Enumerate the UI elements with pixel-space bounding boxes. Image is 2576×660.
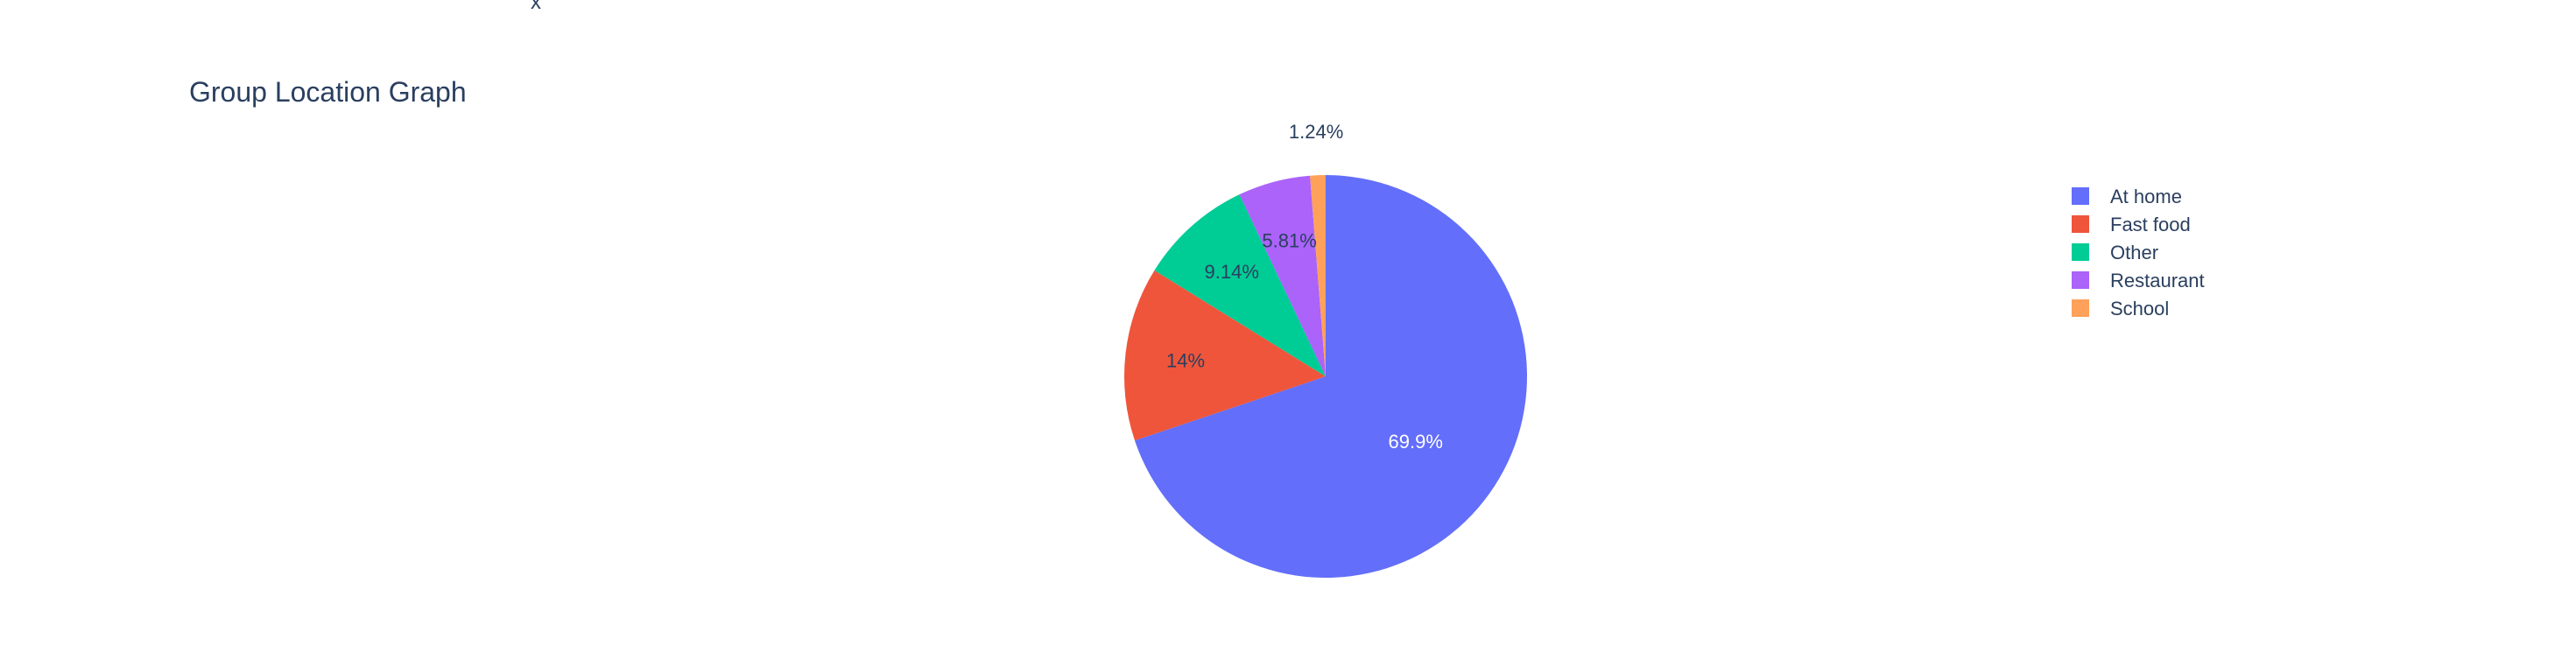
- pie-slice-restaurant[interactable]: [1239, 175, 1326, 376]
- slice-label-other: 9.14%: [1205, 261, 1259, 283]
- chart-title: Group Location Graph: [189, 76, 467, 108]
- legend-label-at-home: At home: [2110, 186, 2182, 207]
- legend-swatch-restaurant: [2072, 271, 2089, 289]
- pie-slices: [1124, 175, 1528, 578]
- slice-label-at-home: 69.9%: [1389, 431, 1443, 453]
- pie-slice-school[interactable]: [1310, 175, 1326, 376]
- slice-label-school: 1.24%: [1289, 121, 1343, 143]
- legend-label-restaurant: Restaurant: [2110, 270, 2205, 291]
- stray-axis-label: x: [531, 0, 541, 14]
- pie-slice-other[interactable]: [1154, 194, 1326, 376]
- pie-slice-fast-food[interactable]: [1124, 270, 1326, 441]
- slice-label-fast-food: 14%: [1166, 350, 1205, 372]
- legend-label-school: School: [2110, 298, 2169, 319]
- legend-item-other[interactable]: Other: [2072, 242, 2158, 263]
- legend-swatch-fast-food: [2072, 215, 2089, 233]
- legend-label-fast-food: Fast food: [2110, 214, 2191, 235]
- legend-item-fast-food[interactable]: Fast food: [2072, 214, 2191, 235]
- legend: At home Fast food Other Restaurant School: [2072, 186, 2205, 319]
- legend-item-school[interactable]: School: [2072, 298, 2169, 319]
- legend-label-other: Other: [2110, 242, 2158, 263]
- slice-label-restaurant: 5.81%: [1262, 229, 1316, 251]
- legend-item-restaurant[interactable]: Restaurant: [2072, 270, 2205, 291]
- pie-slice-at-home[interactable]: [1134, 175, 1528, 578]
- legend-swatch-at-home: [2072, 187, 2089, 205]
- legend-swatch-other: [2072, 243, 2089, 261]
- legend-swatch-school: [2072, 299, 2089, 317]
- pie-slice-labels: 69.9% 14% 9.14%5.81% 1.24%: [1166, 121, 1443, 453]
- legend-item-at-home[interactable]: At home: [2072, 186, 2182, 207]
